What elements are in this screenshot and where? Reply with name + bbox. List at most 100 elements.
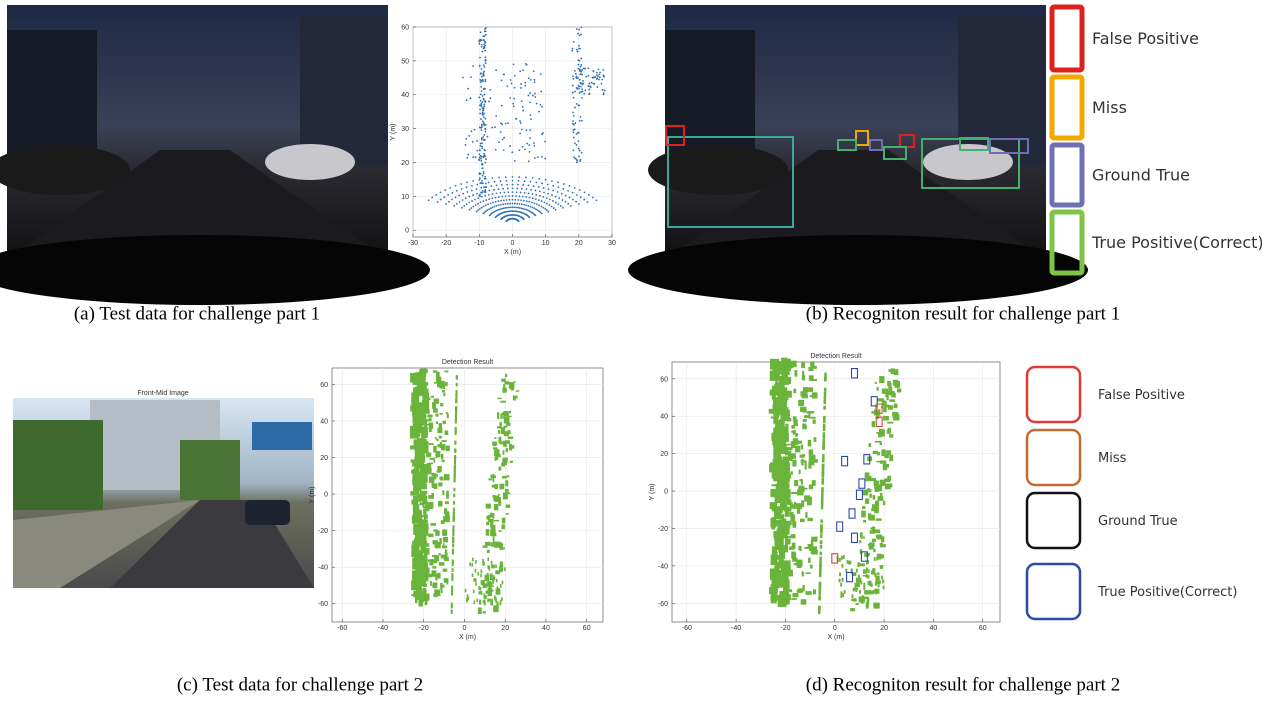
point: [424, 393, 429, 398]
point: [483, 72, 485, 74]
point: [580, 196, 582, 198]
point: [472, 65, 474, 67]
point: [482, 136, 484, 138]
point: [506, 184, 508, 186]
point: [820, 552, 822, 556]
point: [427, 414, 432, 417]
point: [454, 470, 456, 474]
point: [529, 206, 531, 208]
point: [483, 611, 486, 613]
point: [526, 188, 528, 190]
point: [814, 437, 817, 442]
point: [549, 199, 551, 201]
point: [500, 218, 502, 220]
point: [415, 597, 417, 603]
point: [443, 516, 445, 521]
point: [481, 180, 483, 182]
point: [774, 552, 778, 556]
point: [514, 203, 516, 205]
point: [428, 495, 433, 499]
y-tick-label: 60: [401, 25, 409, 32]
point: [472, 180, 474, 182]
point: [521, 203, 523, 205]
x-tick-label: 40: [930, 625, 938, 632]
point: [495, 484, 498, 489]
point: [475, 156, 477, 158]
point: [494, 437, 496, 439]
point: [882, 430, 885, 437]
point: [528, 201, 530, 203]
point: [443, 537, 448, 542]
point: [420, 491, 427, 495]
point: [525, 196, 527, 198]
point: [810, 395, 817, 397]
point: [520, 87, 522, 89]
point: [482, 213, 484, 215]
point: [560, 205, 562, 207]
point: [576, 194, 578, 196]
point: [576, 160, 578, 162]
point: [512, 187, 514, 189]
point: [802, 571, 804, 576]
point: [580, 66, 582, 68]
point: [878, 584, 880, 588]
point: [512, 176, 514, 178]
point: [475, 560, 477, 564]
point: [462, 77, 464, 79]
point: [470, 207, 472, 209]
point: [484, 189, 486, 191]
point: [518, 176, 520, 178]
point: [544, 201, 546, 203]
point: [552, 190, 554, 192]
point: [491, 542, 495, 546]
point: [819, 560, 821, 564]
point: [785, 472, 787, 474]
point: [588, 85, 590, 87]
point: [500, 413, 502, 418]
point: [824, 392, 826, 396]
point: [476, 150, 478, 152]
point: [502, 412, 507, 415]
point: [822, 442, 824, 446]
point: [575, 201, 577, 203]
point: [573, 137, 575, 139]
point: [472, 156, 474, 158]
point: [439, 477, 443, 481]
point: [775, 535, 779, 545]
point: [418, 402, 424, 411]
point: [484, 28, 486, 30]
point: [480, 31, 482, 33]
point: [795, 446, 800, 453]
point: [562, 207, 564, 209]
point: [509, 203, 511, 205]
point: [810, 361, 814, 367]
point: [439, 553, 441, 555]
point: [580, 71, 582, 73]
point: [588, 194, 590, 196]
point: [883, 416, 889, 421]
point: [430, 560, 434, 566]
point: [428, 534, 433, 537]
point: [481, 196, 483, 198]
point: [484, 150, 486, 152]
point: [773, 367, 781, 372]
point: [543, 187, 545, 189]
point: [803, 387, 808, 393]
point: [475, 582, 477, 586]
point: [812, 550, 818, 555]
point: [785, 461, 788, 465]
point: [458, 195, 460, 197]
x-axis-label: X (m): [459, 634, 476, 641]
point: [786, 482, 789, 488]
point: [873, 495, 876, 500]
point: [792, 460, 796, 467]
point: [480, 39, 482, 41]
point: [425, 568, 429, 574]
point: [445, 501, 449, 504]
point: [503, 199, 505, 201]
point: [480, 158, 482, 160]
point: [881, 449, 886, 456]
point: [860, 532, 863, 536]
point: [483, 600, 485, 604]
point: [552, 200, 554, 202]
